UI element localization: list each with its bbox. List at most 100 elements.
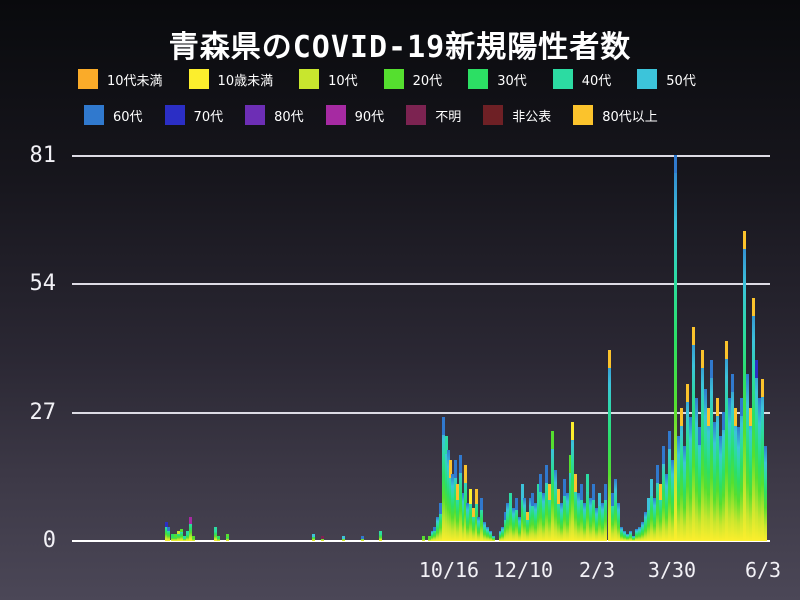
- bar-top-segment: [562, 479, 566, 496]
- bar-top-segment: [700, 350, 704, 368]
- bar: [733, 408, 737, 541]
- bar: [550, 431, 554, 541]
- bar-top-segment: [530, 493, 534, 506]
- bar: [444, 436, 448, 541]
- bar-top-segment: [432, 527, 436, 531]
- x-tick-2: 2/3: [578, 558, 616, 582]
- bar: [622, 531, 626, 541]
- legend-item: 10代: [299, 69, 358, 89]
- bar: [500, 527, 504, 541]
- bar-top-segment: [182, 536, 186, 539]
- legend-item: 不明: [406, 105, 461, 125]
- legend-item: 30代: [468, 69, 527, 89]
- bar: [474, 489, 478, 541]
- bar: [556, 489, 560, 541]
- x-tick-0: 10/16: [418, 558, 480, 582]
- legend-label: 70代: [193, 109, 224, 125]
- bar-top-segment: [213, 527, 217, 531]
- bar: [751, 298, 755, 541]
- bar-top-segment: [170, 534, 174, 537]
- legend-row-2: 60代 70代 80代 90代 不明 非公表 80代以上: [84, 105, 658, 125]
- bar: [757, 398, 761, 541]
- bar: [588, 498, 592, 541]
- bar: [748, 408, 752, 541]
- bar-top-segment: [570, 422, 574, 440]
- bar: [724, 341, 728, 541]
- bar: [661, 446, 665, 541]
- bar-top-segment: [514, 498, 518, 510]
- legend-label: 80代: [274, 109, 304, 125]
- bar: [709, 360, 713, 541]
- gridline-81: [72, 155, 770, 157]
- legend-label: 10代未満: [107, 73, 163, 89]
- legend-swatch-icon: [188, 69, 209, 89]
- legend-swatch-icon: [637, 69, 658, 89]
- bar: [463, 465, 467, 541]
- bar: [528, 498, 532, 541]
- bar-top-segment: [538, 474, 542, 492]
- bar-top-segment: [341, 536, 345, 539]
- bar: [213, 527, 217, 541]
- bar: [664, 474, 668, 541]
- y-tick-0: 0: [42, 528, 56, 553]
- x-tick-3: 3/30: [647, 558, 697, 582]
- bar-top-segment: [176, 531, 180, 534]
- legend-label: 20代: [412, 73, 443, 89]
- bar-top-segment: [166, 527, 170, 531]
- bar-top-segment: [568, 455, 572, 473]
- bar-top-segment: [646, 498, 650, 510]
- bar-top-segment: [748, 408, 752, 426]
- bar-top-segment: [508, 493, 512, 506]
- bar-top-segment: [320, 536, 324, 539]
- bar: [582, 503, 586, 541]
- bar-top-segment: [458, 455, 462, 473]
- bar-top-segment: [463, 465, 467, 483]
- bar: [538, 474, 542, 541]
- bar: [736, 427, 740, 541]
- bar: [718, 436, 722, 541]
- bar: [694, 398, 698, 541]
- bar: [544, 465, 548, 541]
- bar: [438, 503, 442, 541]
- bar: [476, 517, 480, 541]
- legend-label: 90代: [354, 109, 385, 125]
- bar-top-segment: [474, 489, 478, 504]
- gridline-27: [72, 412, 770, 414]
- legend-item: 80代: [245, 105, 304, 125]
- bar-top-segment: [579, 484, 583, 500]
- bar-top-segment: [471, 508, 475, 517]
- bar: [533, 503, 537, 541]
- bar-top-segment: [760, 379, 764, 397]
- legend-label: 40代: [581, 73, 612, 89]
- bar-top-segment: [649, 479, 653, 496]
- bar: [505, 503, 509, 541]
- bar: [637, 527, 641, 541]
- bar: [360, 536, 364, 541]
- bar-top-segment: [360, 536, 364, 539]
- y-tick-54: 54: [29, 271, 57, 296]
- bar: [559, 503, 563, 541]
- bar: [320, 536, 324, 541]
- bar: [461, 493, 465, 541]
- bar: [536, 484, 540, 541]
- bar: [646, 498, 650, 541]
- bar-top-segment: [739, 398, 743, 416]
- bar-top-segment: [655, 465, 659, 483]
- legend-item: 10歳未満: [188, 69, 273, 89]
- bar-top-segment: [525, 512, 529, 520]
- bar: [441, 417, 445, 541]
- bar: [625, 534, 629, 541]
- bar: [715, 398, 719, 541]
- legend-label: 50代: [666, 73, 696, 89]
- bar: [541, 493, 545, 541]
- bar: [706, 408, 710, 541]
- legend-label: 60代: [113, 109, 143, 125]
- bar: [745, 374, 749, 541]
- bar: [468, 489, 472, 541]
- bar: [553, 470, 557, 541]
- bar: [188, 517, 192, 541]
- bar: [170, 534, 174, 541]
- legend-swatch-icon: [483, 105, 504, 125]
- bar: [676, 436, 680, 541]
- bar: [631, 536, 635, 541]
